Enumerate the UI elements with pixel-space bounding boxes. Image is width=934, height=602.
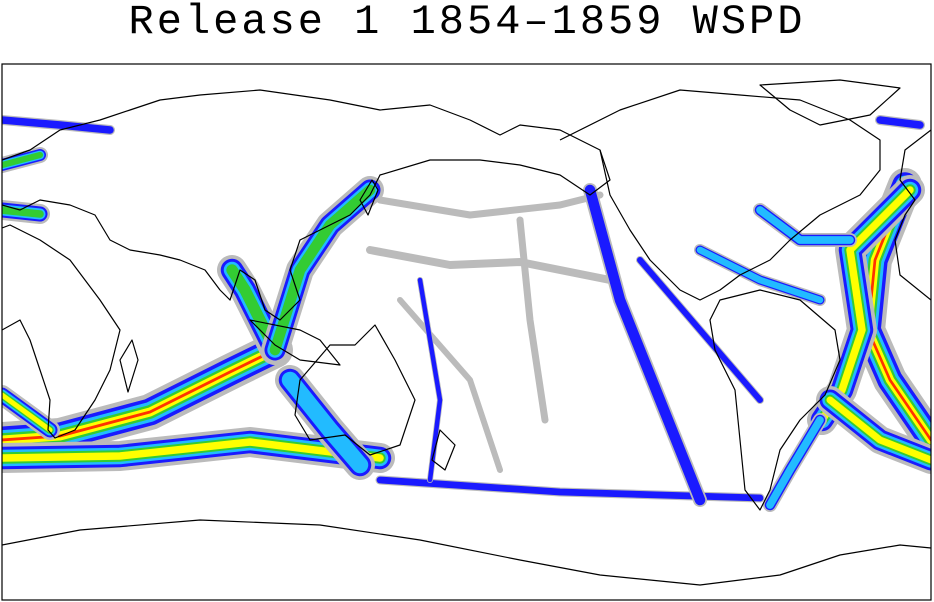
eurasia bbox=[2, 89, 611, 321]
track-band bbox=[754, 204, 856, 246]
track-band bbox=[766, 416, 824, 509]
track-band bbox=[876, 116, 924, 129]
track-band bbox=[2, 116, 114, 134]
new-zealand bbox=[431, 429, 456, 471]
track-band bbox=[281, 371, 369, 474]
australia bbox=[294, 324, 416, 456]
ship-track-density bbox=[2, 115, 931, 512]
track-band bbox=[826, 396, 931, 464]
north-america bbox=[559, 89, 881, 301]
track-band bbox=[226, 264, 281, 356]
map-frame bbox=[1, 63, 932, 601]
track-band bbox=[2, 438, 384, 462]
africa-west bbox=[2, 224, 121, 439]
track-band bbox=[584, 184, 706, 506]
track-band bbox=[2, 151, 44, 169]
track-band bbox=[417, 277, 443, 483]
antarctica bbox=[2, 519, 931, 586]
japan bbox=[359, 179, 379, 216]
map-title: Release 1 1854–1859 WSPD bbox=[128, 0, 806, 46]
indonesia bbox=[249, 319, 341, 366]
madagascar bbox=[119, 339, 139, 393]
europe-africa-east bbox=[894, 129, 931, 301]
track-band bbox=[376, 191, 604, 219]
track-band bbox=[2, 206, 44, 218]
track-band bbox=[516, 216, 549, 424]
track-band bbox=[696, 246, 824, 304]
track-band bbox=[637, 257, 763, 403]
track-band bbox=[366, 246, 614, 284]
track-band bbox=[269, 184, 376, 356]
track-band bbox=[756, 206, 854, 244]
greenland bbox=[759, 79, 901, 126]
track-band bbox=[2, 348, 277, 442]
coastlines bbox=[2, 79, 931, 586]
track-band bbox=[397, 297, 503, 473]
south-america bbox=[709, 289, 841, 511]
track-band bbox=[2, 392, 53, 433]
